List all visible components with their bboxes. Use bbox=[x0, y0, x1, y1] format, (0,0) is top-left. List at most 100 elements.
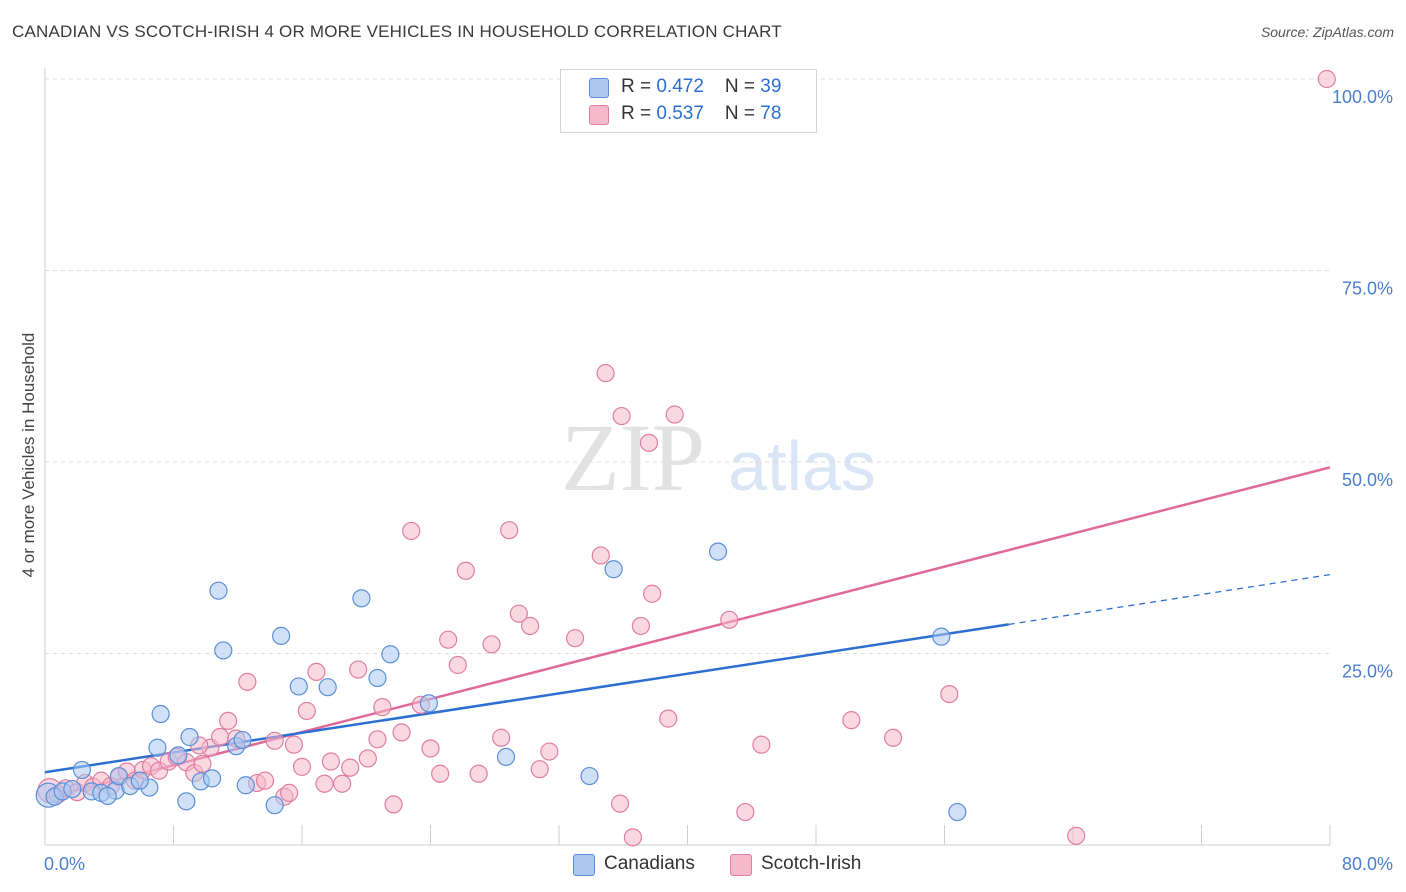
watermark-atlas: atlas bbox=[728, 427, 876, 505]
watermark-zip: ZIP bbox=[561, 404, 705, 511]
scotch-irish-point bbox=[431, 764, 450, 783]
source-label: Source: ZipAtlas.com bbox=[1260, 24, 1394, 40]
canadians-point bbox=[708, 542, 728, 561]
canadians-point bbox=[177, 792, 196, 811]
scotch-irish-point bbox=[292, 757, 312, 776]
legend-label: Canadians bbox=[604, 853, 695, 874]
canadians-point bbox=[209, 581, 228, 600]
r-value: 0.472 bbox=[656, 76, 704, 97]
y-tick-label: 75.0% bbox=[1342, 279, 1393, 299]
scotch-irish-point bbox=[509, 604, 528, 623]
y-tick-label: 50.0% bbox=[1342, 470, 1393, 490]
canadians-point bbox=[180, 727, 199, 747]
scotch-irish-point bbox=[1067, 826, 1086, 845]
scotch-irish-point bbox=[540, 742, 559, 761]
y-tick-label: 100.0% bbox=[1332, 87, 1393, 107]
scotch-irish-point bbox=[402, 521, 421, 541]
scotch-irish-point bbox=[520, 616, 540, 636]
scotch-irish-point bbox=[610, 794, 630, 813]
scotch-irish-point bbox=[210, 727, 230, 747]
canadians-point bbox=[72, 760, 92, 780]
scotch-irish-point bbox=[421, 739, 440, 758]
scotch-irish-point bbox=[358, 749, 377, 768]
scotch-irish-point bbox=[341, 758, 360, 777]
canadians-point bbox=[233, 730, 252, 750]
scotch-irish-point bbox=[469, 764, 488, 783]
scotch-irish-point bbox=[307, 662, 326, 681]
canadians-point bbox=[932, 627, 951, 646]
canadians-point bbox=[289, 677, 308, 696]
legend-label: Scotch-Irish bbox=[761, 853, 862, 874]
canadians-point bbox=[202, 769, 222, 788]
scotch-irish-point bbox=[456, 561, 475, 580]
n-label: N = bbox=[724, 76, 761, 97]
canadians-point bbox=[265, 796, 284, 815]
scotch-irish-point bbox=[492, 728, 511, 747]
scotch-irish-point bbox=[643, 584, 662, 603]
scotch-irish-legend-swatch bbox=[730, 854, 752, 876]
scotch-irish-point bbox=[448, 655, 467, 675]
scotch-irish-point bbox=[623, 828, 642, 847]
canadians-point bbox=[236, 776, 255, 795]
scotch-irish-point bbox=[482, 635, 501, 654]
canadians-point bbox=[169, 746, 188, 765]
scotch-irish-point bbox=[368, 730, 387, 749]
y-axis-label: 4 or more Vehicles in Household bbox=[19, 332, 38, 578]
scotch-irish-point bbox=[500, 521, 519, 540]
scotch-irish-point bbox=[612, 406, 631, 426]
scotch-irish-point bbox=[596, 364, 615, 383]
scotch-irish-point bbox=[373, 698, 392, 717]
scotch-irish-point bbox=[392, 723, 411, 742]
scotch-irish-point bbox=[842, 711, 861, 730]
scotch-irish-point bbox=[720, 610, 739, 629]
scotch-irish-point bbox=[631, 616, 651, 636]
scotch-irish-point bbox=[280, 783, 299, 803]
scotch-irish-point bbox=[752, 735, 771, 754]
canadians-point bbox=[148, 738, 167, 757]
x-tick-label: 0.0% bbox=[44, 854, 85, 874]
scotch-irish-point bbox=[321, 752, 341, 771]
scotch-irish-point bbox=[238, 672, 257, 691]
canadians-trend-line bbox=[44, 623, 1009, 774]
canadians-swatch bbox=[589, 78, 609, 98]
canadians-legend-swatch bbox=[573, 854, 595, 876]
canadians-point bbox=[63, 779, 82, 799]
scotch-irish-point bbox=[297, 701, 316, 721]
scotch-irish-point bbox=[591, 546, 610, 565]
scotch-irish-swatch bbox=[589, 105, 609, 125]
scotch-irish-trend-line bbox=[44, 466, 1331, 800]
n-value: 78 bbox=[760, 103, 782, 124]
canadians-point bbox=[151, 704, 170, 724]
r-label: R = bbox=[621, 103, 657, 124]
scotch-irish-point bbox=[384, 795, 403, 814]
scotch-irish-point bbox=[940, 684, 959, 704]
canadians-point bbox=[272, 626, 291, 645]
canadians-point bbox=[604, 560, 623, 579]
scotch-irish-point bbox=[193, 754, 212, 773]
x-tick-label: 80.0% bbox=[1342, 854, 1393, 874]
tick-labels: 0.0% 80.0% 25.0% 50.0% 75.0% 100.0% bbox=[44, 87, 1393, 874]
scotch-irish-point bbox=[439, 630, 458, 649]
y-tick-label: 25.0% bbox=[1342, 662, 1393, 682]
r-label: R = bbox=[621, 76, 657, 97]
chart-title: CANADIAN VS SCOTCH-IRISH 4 OR MORE VEHIC… bbox=[12, 22, 782, 41]
canadians-point bbox=[98, 786, 117, 806]
canadians-point bbox=[496, 747, 516, 767]
canadians-point bbox=[580, 766, 599, 786]
scotch-irish-point bbox=[284, 735, 304, 754]
canadians-point bbox=[381, 645, 400, 664]
data-points bbox=[35, 69, 1336, 847]
scotch-irish-point bbox=[315, 774, 334, 793]
canadians-point bbox=[318, 678, 337, 697]
canadians-point bbox=[352, 589, 371, 608]
stats-box: R = 0.472 N = 39 R = 0.537 N = 78 bbox=[560, 69, 817, 133]
scotch-irish-point bbox=[659, 709, 678, 728]
scotch-irish-point bbox=[255, 771, 275, 790]
scotch-irish-point bbox=[565, 629, 585, 648]
scotch-irish-point bbox=[736, 802, 755, 822]
scotch-irish-point bbox=[1317, 69, 1336, 89]
gridlines bbox=[45, 78, 1330, 654]
scotch-irish-point bbox=[265, 731, 284, 750]
canadians-point bbox=[368, 668, 387, 688]
